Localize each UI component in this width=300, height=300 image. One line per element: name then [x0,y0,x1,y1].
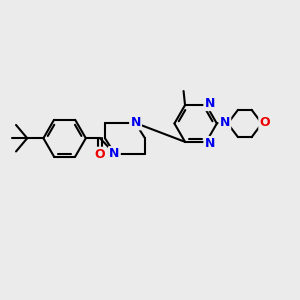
Text: O: O [94,148,105,161]
Text: N: N [109,147,120,160]
Text: N: N [130,116,141,129]
Text: N: N [220,116,230,129]
Text: O: O [260,116,270,129]
Text: N: N [205,137,215,150]
Text: N: N [205,97,215,110]
